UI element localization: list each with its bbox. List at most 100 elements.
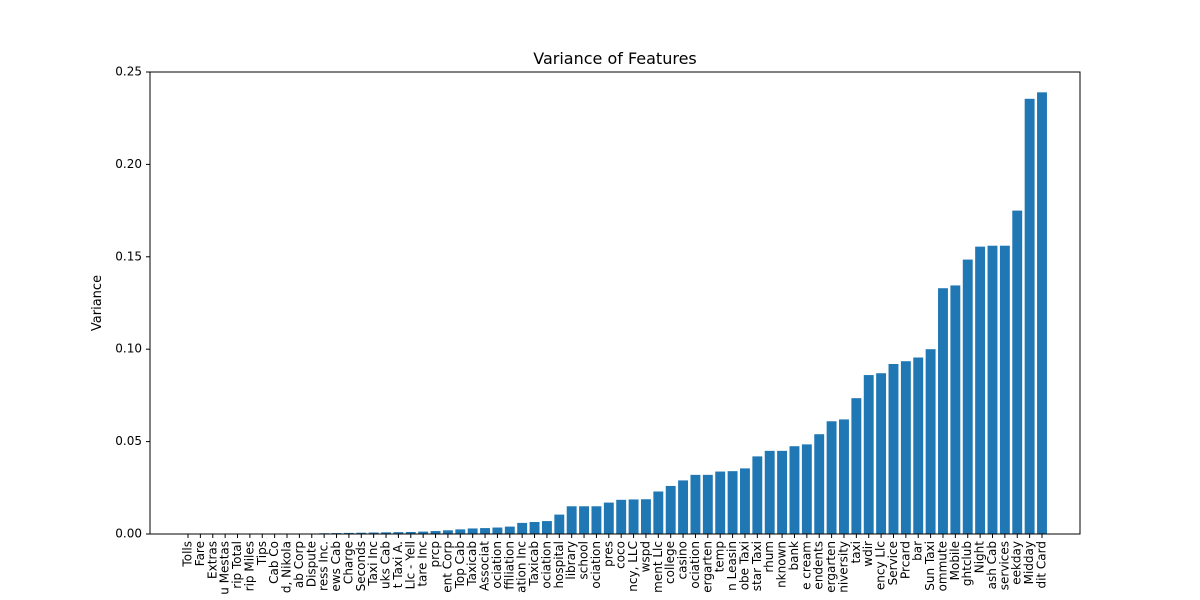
x-tick-label: school bbox=[577, 541, 591, 579]
y-tick-label: 0.00 bbox=[115, 527, 142, 541]
x-tick-label: hospital bbox=[552, 541, 566, 589]
x-tick-label: ment Llc bbox=[651, 541, 665, 593]
x-tick-label: ews Cab bbox=[329, 541, 343, 592]
x-tick-label: ociation bbox=[589, 541, 603, 589]
x-tick-label: ash Cab bbox=[985, 541, 999, 589]
bar bbox=[950, 285, 961, 534]
bar bbox=[888, 363, 899, 534]
bar bbox=[455, 529, 466, 534]
bar bbox=[517, 522, 528, 534]
y-tick-label: 0.10 bbox=[115, 342, 142, 356]
x-tick-label: star Taxi bbox=[750, 541, 764, 591]
x-tick-label: Tolls bbox=[181, 541, 195, 568]
x-tick-label: Top Cab bbox=[453, 541, 467, 589]
x-tick-label: ab Corp bbox=[292, 541, 306, 588]
bar bbox=[999, 245, 1010, 534]
x-tick-label: ociation bbox=[490, 541, 504, 589]
y-axis-label: Variance bbox=[90, 275, 105, 331]
y-tick-label: 0.05 bbox=[115, 434, 142, 448]
x-tick-label: d, Nikola bbox=[280, 541, 294, 593]
bar bbox=[356, 532, 367, 534]
bar bbox=[777, 450, 788, 534]
y-tick-label: 0.15 bbox=[115, 249, 142, 263]
bar bbox=[628, 499, 639, 534]
x-tick-label: t Taxi A. bbox=[391, 541, 405, 588]
bar bbox=[405, 531, 416, 534]
x-tick-label: services bbox=[997, 541, 1011, 590]
x-tick-label: college bbox=[663, 541, 677, 584]
bar bbox=[839, 419, 849, 534]
x-tick-label: pres bbox=[601, 541, 615, 567]
x-tick-label: e cream bbox=[799, 541, 813, 590]
x-tick-label: casino bbox=[676, 541, 690, 579]
y-tick-label: 0.25 bbox=[115, 65, 142, 79]
bar bbox=[764, 450, 775, 534]
x-tick-label: Dispute bbox=[304, 541, 318, 587]
bar bbox=[616, 499, 627, 534]
chart-title: Variance of Features bbox=[533, 49, 697, 68]
bar bbox=[504, 526, 515, 534]
x-tick-label: bar bbox=[911, 541, 925, 561]
x-tick-label: ghtclub bbox=[960, 541, 974, 586]
bar bbox=[418, 531, 429, 534]
bar bbox=[492, 527, 503, 534]
x-tick-label: Prcard bbox=[898, 541, 912, 579]
bar bbox=[640, 499, 651, 534]
x-tick-label: Taxicab bbox=[465, 541, 479, 587]
bar bbox=[752, 456, 763, 534]
x-tick-label: Charge bbox=[341, 541, 355, 584]
bar bbox=[690, 474, 701, 534]
bar bbox=[368, 532, 379, 534]
x-tick-label: u Mestas bbox=[218, 541, 232, 595]
x-tick-label: bank bbox=[787, 541, 801, 571]
x-tick-label: ergarten bbox=[824, 541, 838, 593]
x-tick-label: coco bbox=[614, 541, 628, 569]
bar bbox=[962, 259, 973, 534]
x-tick-label: Taxi Inc bbox=[366, 541, 380, 587]
x-tick-label: wdir bbox=[861, 541, 875, 567]
bar bbox=[554, 514, 565, 534]
bar bbox=[727, 471, 738, 534]
bar bbox=[863, 375, 874, 534]
x-tick-label: rip Total bbox=[230, 541, 244, 589]
x-tick-label: obe Taxi bbox=[737, 541, 751, 590]
x-tick-label: rhum bbox=[762, 541, 776, 573]
x-tick-label: Sun Taxi bbox=[923, 541, 937, 591]
bar bbox=[541, 521, 552, 534]
bar bbox=[1024, 98, 1035, 535]
x-tick-label: ress Inc. bbox=[317, 541, 331, 591]
bar bbox=[715, 471, 726, 534]
x-tick-label: ent Corp bbox=[440, 541, 454, 593]
x-tick-label: uks Cab bbox=[379, 541, 393, 589]
bar bbox=[702, 474, 713, 534]
bar bbox=[740, 468, 750, 534]
x-tick-label: prcp bbox=[428, 541, 442, 568]
bar bbox=[801, 444, 812, 534]
x-tick-label: temp bbox=[713, 541, 727, 572]
x-tick-label: ociation bbox=[539, 541, 553, 589]
x-tick-label: eekday bbox=[1010, 541, 1024, 585]
x-tick-label: ency Llc bbox=[874, 541, 888, 590]
bar bbox=[467, 528, 478, 534]
x-tick-label: rip Miles bbox=[242, 541, 256, 591]
x-tick-label: Night bbox=[973, 541, 987, 574]
bar bbox=[925, 349, 936, 534]
x-tick-label: Midday bbox=[1022, 541, 1036, 584]
x-tick-label: Cab Co bbox=[267, 541, 281, 584]
bar bbox=[826, 421, 837, 534]
x-tick-label: ociation bbox=[688, 541, 702, 589]
bar bbox=[678, 480, 689, 534]
bar bbox=[975, 246, 986, 535]
x-tick-label: ffiliation bbox=[502, 541, 516, 590]
x-tick-label: ncy, LLC bbox=[626, 541, 640, 592]
bar bbox=[665, 485, 676, 534]
x-tick-label: library bbox=[564, 541, 578, 580]
bar bbox=[1037, 92, 1047, 534]
bar bbox=[566, 506, 577, 534]
x-tick-label: Llc - Yell bbox=[403, 541, 417, 589]
x-tick-label: Associat bbox=[478, 541, 492, 591]
x-tick-label: nknown bbox=[775, 541, 789, 588]
x-tick-label: Service bbox=[886, 541, 900, 585]
